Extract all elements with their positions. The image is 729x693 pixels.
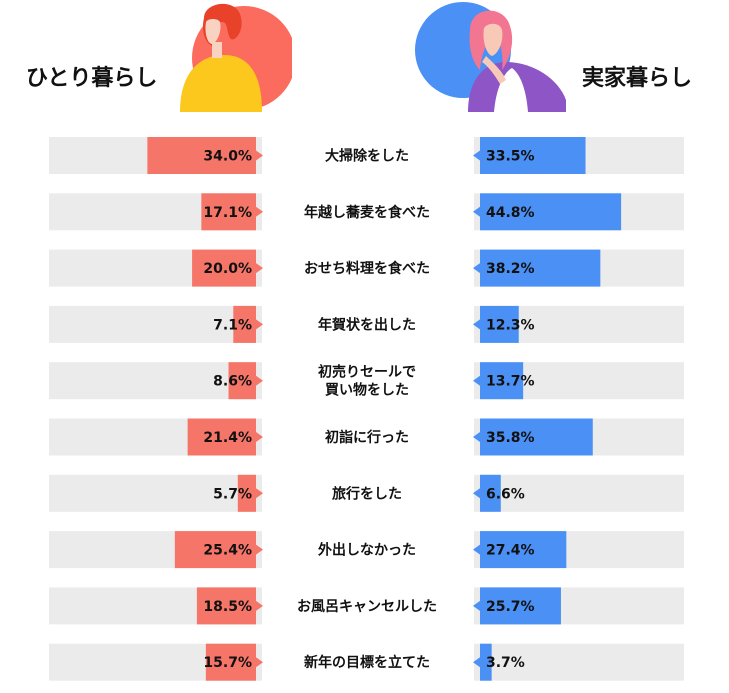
family-living-value-label: 38.2% [486, 261, 535, 277]
single-living-value-label: 17.1% [203, 205, 252, 221]
single-living-bar-pointer [256, 150, 263, 161]
single-living-bar [196, 587, 256, 625]
right-bar-track [474, 474, 684, 512]
family-living-bar [480, 474, 501, 512]
single-living-bar [237, 474, 256, 512]
single-living-value-label: 15.7% [203, 655, 252, 671]
family-living-bar-pointer [473, 600, 480, 611]
category-label: 新年の目標を立てた [304, 654, 430, 671]
family-living-bar [480, 531, 567, 569]
family-living-value-label: 27.4% [486, 543, 535, 559]
single-living-value-label: 7.1% [213, 317, 252, 333]
single-living-bar-pointer [256, 319, 263, 330]
single-living-bar [201, 193, 256, 231]
single-living-value-label: 20.0% [203, 261, 252, 277]
single-living-label: ひとり暮らし [26, 66, 158, 91]
family-living-bar-pointer [473, 150, 480, 161]
single-living-bar-pointer [256, 263, 263, 274]
single-living-bar-pointer [256, 657, 263, 668]
single-living-bar [228, 362, 256, 400]
family-living-value-label: 13.7% [486, 374, 535, 390]
single-living-value-label: 34.0% [203, 149, 252, 165]
single-living-bar-pointer [256, 375, 263, 386]
single-living-value-label: 18.5% [203, 599, 252, 615]
single-living-bar-pointer [256, 488, 263, 499]
family-living-bar-pointer [473, 375, 480, 386]
single-living-value-label: 25.4% [203, 543, 252, 559]
family-living-value-label: 6.6% [486, 486, 525, 502]
category-label: 年越し蕎麦を食べた [304, 204, 430, 221]
single-living-avatar-face [205, 19, 221, 44]
family-living-bar-pointer [473, 319, 480, 330]
left-bar-track [49, 362, 262, 400]
family-living-bar [480, 249, 601, 287]
single-living-bar-pointer [256, 432, 263, 442]
single-living-bar [233, 305, 256, 343]
family-living-bar-pointer [473, 657, 480, 668]
single-living-value-label: 8.6% [213, 374, 252, 390]
family-living-value-label: 33.5% [486, 149, 535, 165]
single-living-bar-pointer [256, 544, 263, 555]
family-living-bar-pointer [473, 263, 480, 274]
family-living-bar [480, 362, 524, 400]
single-living-avatar-sweater [180, 55, 262, 112]
single-living-avatar-neck [212, 42, 222, 58]
family-living-value-label: 44.8% [486, 205, 535, 221]
single-living-bar [192, 249, 256, 287]
family-living-bar [480, 643, 492, 681]
family-living-bar [480, 418, 593, 456]
family-living-bar [480, 305, 519, 343]
family-living-bar-pointer [473, 488, 480, 499]
right-bar-track [474, 643, 684, 681]
family-living-bar-pointer [473, 432, 480, 442]
family-living-avatar-face [483, 23, 503, 56]
family-living-bar-pointer [473, 544, 480, 555]
family-living-avatar-hand [482, 56, 506, 84]
left-bar-track [49, 305, 262, 343]
family-living-value-label: 3.7% [486, 655, 525, 671]
category-label: 初売りセールで [318, 364, 416, 381]
single-living-value-label: 5.7% [213, 486, 252, 502]
category-label: 初詣に行った [325, 429, 409, 446]
family-living-value-label: 12.3% [486, 317, 535, 333]
family-living-bar-pointer [473, 206, 480, 217]
single-living-value-label: 21.4% [203, 430, 252, 446]
family-living-value-label: 35.8% [486, 430, 535, 446]
category-label: 旅行をした [332, 485, 402, 502]
category-label: 外出しなかった [318, 542, 416, 559]
family-living-avatar [415, 2, 566, 112]
category-label: 年賀状を出した [318, 316, 416, 333]
family-living-bar [480, 587, 561, 625]
category-label: おせち料理を食べた [304, 260, 430, 277]
category-label: 大掃除をした [325, 148, 409, 165]
single-living-bar [187, 418, 256, 456]
single-living-bar [174, 531, 256, 569]
category-label: お風呂キャンセルした [297, 599, 437, 615]
family-living-label: 実家暮らし [582, 66, 693, 91]
family-living-bar [480, 193, 622, 231]
category-label: 買い物をした [325, 382, 409, 399]
family-living-value-label: 25.7% [486, 599, 535, 615]
single-living-bar-pointer [256, 600, 263, 611]
single-living-avatar [180, 3, 292, 112]
family-living-bar [480, 137, 586, 174]
single-living-bar [205, 643, 256, 681]
single-living-bar [147, 137, 256, 174]
family-living-avatar-hair [469, 10, 513, 71]
left-bar-track [49, 474, 262, 512]
single-living-bar-pointer [256, 206, 263, 217]
